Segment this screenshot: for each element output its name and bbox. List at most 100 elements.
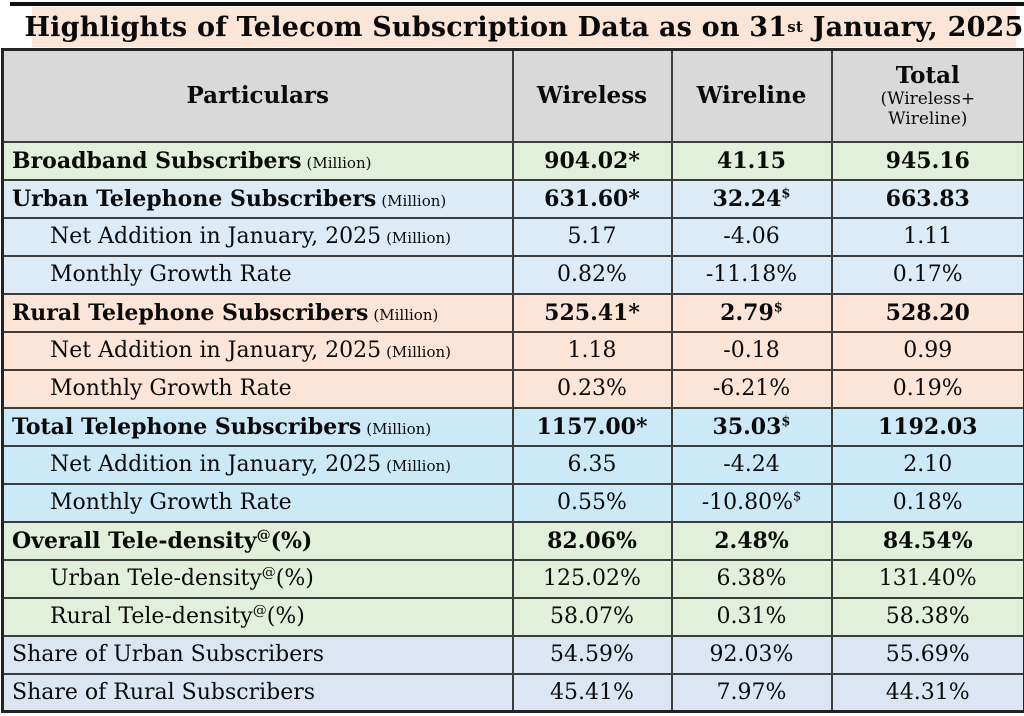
value-text: 82.06% (547, 527, 637, 554)
particulars-cell: Monthly Growth Rate (1, 254, 514, 295)
particulars-cell: Overall Tele-density@(%) (1, 520, 514, 561)
value-text: 2.48% (714, 527, 789, 554)
value-text: 41.15 (717, 147, 786, 174)
row-share-rural-subscribers: Share of Rural Subscribers 45.41% 7.97% … (1, 672, 1024, 713)
row-rural-net-addition: Net Addition in January, 2025 (Million) 1… (1, 330, 1024, 371)
value-text: 6.35 (567, 452, 617, 477)
value-text: 131.40% (878, 566, 977, 591)
total-value: 528.20 (830, 292, 1024, 333)
row-total-monthly-growth-rate: Monthly Growth Rate 0.55% -10.80%$ 0.18% (1, 482, 1024, 523)
wireline-value: -11.18% (670, 254, 833, 295)
header-row: Particulars Wireless Wireline Total (Wir… (1, 48, 1024, 143)
particulars-cell: Urban Tele-density@(%) (1, 558, 514, 599)
value-text: -4.06 (723, 224, 780, 249)
value-text: 0.17% (892, 262, 963, 287)
row-label: Net Addition in January, 2025 (50, 224, 382, 249)
wireline-value: 32.24$ (670, 178, 833, 219)
value-text: 1192.03 (877, 413, 978, 440)
value-text: -6.21% (712, 376, 791, 401)
header-particulars: Particulars (1, 48, 514, 143)
at-sign: @ (252, 602, 267, 619)
row-urban-tele-density: Urban Tele-density@(%) 125.02% 6.38% 131… (1, 558, 1024, 599)
total-value: 0.17% (830, 254, 1024, 295)
wireline-value: -4.24 (670, 444, 833, 485)
value-text: 0.99 (903, 338, 953, 363)
value-text: 0.19% (892, 376, 963, 401)
wireless-value: 631.60* (511, 178, 673, 219)
value-text: 1.11 (903, 224, 953, 249)
row-total-telephone-subscribers: Total Telephone Subscribers (Million) 115… (1, 406, 1024, 447)
value-text: -0.18 (723, 338, 780, 363)
wireline-value: -10.80%$ (670, 482, 833, 523)
value-sup: $ (781, 414, 791, 430)
wireline-value: 7.97% (670, 672, 833, 713)
value-text: 904.02* (544, 147, 640, 174)
row-label: Net Addition in January, 2025 (50, 338, 382, 363)
total-value: 945.16 (830, 140, 1024, 181)
wireline-value: -4.06 (670, 216, 833, 257)
row-rural-monthly-growth-rate: Monthly Growth Rate 0.23% -6.21% 0.19% (1, 368, 1024, 409)
row-share-urban-subscribers: Share of Urban Subscribers 54.59% 92.03%… (1, 634, 1024, 675)
value-text: 0.23% (557, 376, 627, 401)
wireless-value: 1157.00* (511, 406, 673, 447)
value-text: 528.20 (885, 299, 970, 326)
unit-label: (Million) (381, 191, 447, 210)
value-text: 58.38% (885, 604, 970, 629)
value-text: -11.18% (705, 262, 798, 287)
value-text: 44.31% (885, 679, 970, 705)
wireless-value: 1.18 (511, 330, 673, 371)
particulars-cell: Rural Tele-density@(%) (1, 596, 514, 637)
value-text: -4.24 (723, 452, 780, 477)
value-text: 1157.00* (536, 413, 648, 440)
wireline-value: 41.15 (670, 140, 833, 181)
row-urban-telephone-subscribers: Urban Telephone Subscribers (Million) 631… (1, 178, 1024, 219)
wireless-value: 5.17 (511, 216, 673, 257)
row-total-net-addition: Net Addition in January, 2025 (Million) 6… (1, 444, 1024, 485)
value-text: 945.16 (885, 147, 970, 174)
value-text: 0.55% (557, 490, 627, 515)
value-text: 0.18% (892, 490, 963, 515)
value-text: 2.10 (903, 452, 953, 477)
value-text: 5.17 (567, 224, 617, 249)
header-total-sub2: Wireline) (888, 108, 968, 129)
row-label: Broadband Subscribers (12, 147, 302, 174)
value-text: 35.03 (712, 413, 782, 440)
total-value: 0.99 (830, 330, 1024, 371)
total-value: 44.31% (830, 672, 1024, 713)
value-text: 2.79 (720, 299, 774, 326)
value-text: 45.41% (550, 679, 634, 705)
value-text: 32.24 (712, 185, 782, 212)
unit-label: (Million) (366, 419, 432, 438)
value-text: 125.02% (543, 566, 641, 591)
row-label: Total Telephone Subscribers (12, 413, 362, 440)
at-sign: @ (261, 564, 276, 581)
value-text: 92.03% (709, 642, 794, 667)
total-value: 58.38% (830, 596, 1024, 637)
value-sup: $ (793, 489, 802, 505)
unit-label: (Million) (373, 305, 439, 324)
unit-label: (Million) (306, 153, 372, 172)
value-text: 0.31% (716, 604, 787, 629)
wireless-value: 54.59% (511, 634, 673, 675)
header-wireless: Wireless (511, 48, 673, 143)
telecom-subscription-table: Particulars Wireless Wireline Total (Wir… (1, 48, 1024, 713)
row-label: Share of Rural Subscribers (12, 679, 316, 705)
row-rural-tele-density: Rural Tele-density@(%) 58.07% 0.31% 58.3… (1, 596, 1024, 637)
row-label: Rural Telephone Subscribers (12, 299, 369, 326)
particulars-cell: Rural Telephone Subscribers (Million) (1, 292, 514, 333)
total-value: 131.40% (830, 558, 1024, 599)
wireless-value: 82.06% (511, 520, 673, 561)
total-value: 0.18% (830, 482, 1024, 523)
title-tail: January, 2025 (803, 11, 1024, 43)
particulars-cell: Broadband Subscribers (Million) (1, 140, 514, 181)
header-total-sub1: (Wireless+ (880, 89, 976, 109)
particulars-cell: Monthly Growth Rate (1, 368, 514, 409)
wireless-value: 0.82% (511, 254, 673, 295)
label-tail: (%) (270, 527, 313, 554)
row-label: Rural Tele-density (50, 604, 253, 629)
unit-label: (Million) (386, 457, 452, 475)
row-label: Net Addition in January, 2025 (50, 452, 382, 477)
particulars-cell: Net Addition in January, 2025 (Million) (1, 330, 514, 371)
wireless-value: 0.23% (511, 368, 673, 409)
header-total: Total (Wireless+ Wireline) (830, 48, 1024, 143)
